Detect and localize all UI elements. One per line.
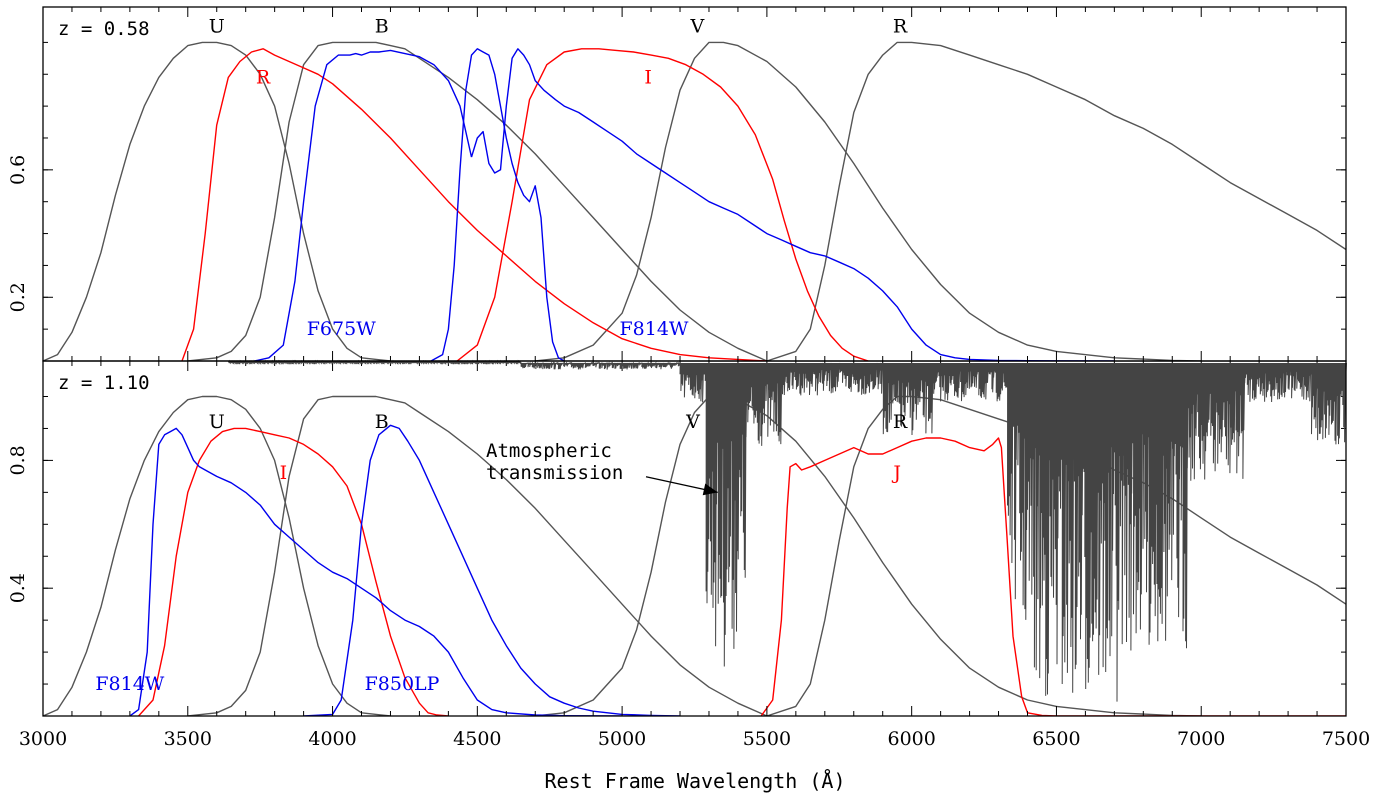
band-label: R [893, 411, 908, 433]
x-tick-label: 7500 [1322, 728, 1370, 750]
x-tick-label: 4000 [308, 728, 356, 750]
x-axis-title: Rest Frame Wavelength (Å) [544, 769, 845, 793]
curve-observed-5 [138, 427, 449, 716]
atmospheric-annotation-text: Atmospheric [486, 440, 612, 462]
band-label: U [209, 411, 225, 433]
curve-hst-9 [430, 48, 565, 361]
axes-frames [42, 6, 1347, 717]
curve-rest-4 [766, 395, 1346, 716]
redshift-label: z = 0.58 [58, 18, 150, 40]
x-tick-label: 5500 [743, 728, 791, 750]
y-tick-label: 0.6 [7, 155, 29, 185]
curve-hst-7 [129, 427, 623, 716]
panel-frame [42, 6, 1347, 362]
top-panel: 0.2 0.6 [7, 7, 1347, 361]
curve-rest-3 [535, 41, 1202, 361]
band-label: F850LP [365, 673, 440, 695]
band-label: U [209, 15, 225, 37]
curve-hst-8 [303, 424, 681, 716]
x-tick-label: 4500 [453, 728, 501, 750]
x-tick-label: 7000 [1177, 728, 1225, 750]
curve-rest-1 [43, 395, 391, 716]
band-label: B [375, 15, 389, 37]
curve-observed-5 [181, 48, 767, 361]
y-tick-label: 0.8 [7, 445, 29, 475]
chart-labels: z = 0.58 U B V R R I F675W F814W z = 1.10 U B V R I J F8… [19, 15, 1370, 750]
band-label: F814W [619, 318, 688, 340]
band-label: F814W [95, 673, 164, 695]
x-tick-label: 3000 [19, 728, 67, 750]
band-label: J [891, 462, 901, 484]
atmospheric-annotation-text: transmission [486, 462, 623, 484]
curve-rest-1 [43, 41, 391, 361]
band-label: R [256, 66, 271, 88]
curve-rest-2 [187, 41, 768, 361]
x-tick-label: 5000 [598, 728, 646, 750]
panel-frame [42, 360, 1347, 717]
y-tick-label: 0.2 [7, 282, 29, 312]
band-label: F675W [307, 318, 376, 340]
curve-observed-6 [456, 48, 869, 361]
y-tick-label: 0.4 [7, 573, 29, 603]
x-tick-label: 6000 [887, 728, 935, 750]
redshift-label: z = 1.10 [58, 372, 150, 394]
curve-rest-2 [187, 395, 768, 716]
band-label: R [893, 15, 908, 37]
band-label: I [644, 66, 652, 88]
curve-hst-8 [470, 48, 1115, 361]
curve-observed-6 [760, 437, 1346, 716]
band-label: B [375, 411, 389, 433]
annotation-arrowhead [702, 483, 718, 496]
x-tick-label: 3500 [164, 728, 212, 750]
band-label: V [685, 411, 700, 433]
band-label: V [690, 15, 705, 37]
band-label: I [280, 462, 288, 484]
curve-hst-7 [254, 49, 473, 361]
x-tick-label: 6500 [1032, 728, 1080, 750]
curve-rest-4 [766, 41, 1346, 361]
